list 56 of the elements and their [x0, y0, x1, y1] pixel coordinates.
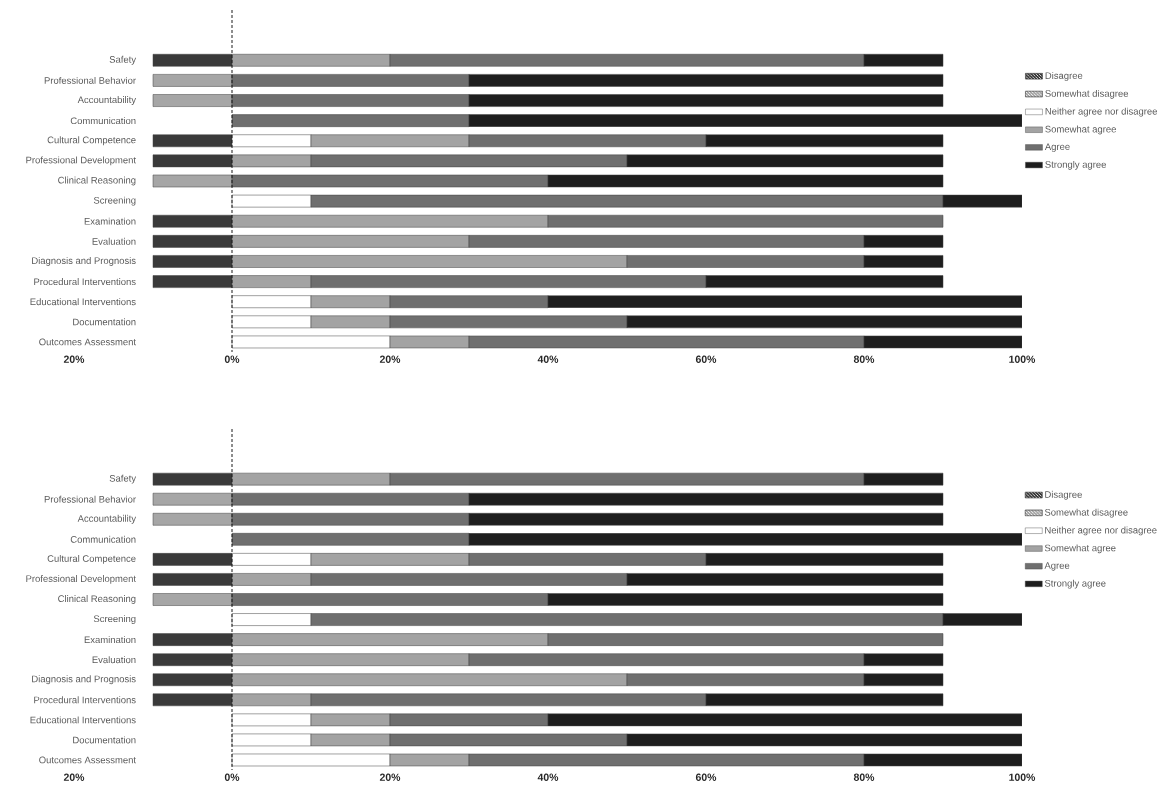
x-tick-label: 0%: [224, 355, 240, 363]
y-tick-label: Communication: [70, 117, 136, 125]
y-tick-label: Outcomes Assessment: [39, 756, 136, 764]
y-tick-label: Professional Behavior: [44, 76, 136, 84]
y-tick-label: Professional Development: [26, 575, 136, 584]
y-tick-label: Evaluation: [92, 656, 136, 664]
legend-label: Disagree: [1045, 490, 1082, 500]
y-tick-label: Procedural Interventions: [34, 278, 136, 286]
y-tick-label: Diagnosis and Prognosis: [32, 257, 136, 266]
legend-label: Somewhat agree: [1044, 544, 1116, 554]
x-tick-label: 20%: [63, 355, 85, 363]
y-tick-label: Professional Behavior: [44, 495, 136, 503]
x-tick-label: 0%: [224, 773, 240, 781]
legend-label: Neither agree nor disagree: [1045, 526, 1157, 536]
x-tick-label: 20%: [379, 355, 401, 363]
legend-label: Somewhat agree: [1045, 125, 1116, 135]
y-tick-label: Procedural Interventions: [34, 696, 136, 704]
y-tick-label: Safety: [109, 55, 137, 65]
y-tick-label: Communication: [70, 535, 136, 543]
y-tick-label: Accountability: [77, 514, 137, 524]
legend-label: Disagree: [1045, 72, 1083, 81]
x-tick-label: 60%: [695, 773, 717, 781]
y-tick-label: Professional Development: [26, 156, 136, 166]
legend-label: Agree: [1044, 143, 1070, 152]
x-tick-label: 100%: [1009, 355, 1036, 363]
x-tick-label: 40%: [537, 355, 559, 363]
y-tick-label: Clinical Reasoning: [58, 176, 136, 186]
legend-label: Somewhat disagree: [1045, 89, 1129, 99]
x-tick-label: 100%: [1009, 773, 1036, 781]
y-tick-label: Examination: [84, 636, 136, 644]
x-tick-label: 20%: [63, 773, 85, 781]
y-tick-label: Documentation: [73, 736, 136, 744]
x-tick-label: 60%: [695, 355, 717, 363]
y-tick-label: Cultural Competence: [47, 554, 136, 564]
y-tick-label: Cultural Competence: [47, 136, 136, 146]
y-tick-label: Screening: [93, 196, 136, 206]
y-tick-label: Safety: [109, 474, 137, 484]
y-tick-label: Screening: [93, 615, 136, 624]
y-tick-label: Diagnosis and Prognosis: [32, 675, 136, 685]
y-tick-label: Clinical Reasoning: [58, 595, 136, 604]
y-tick-label: Evaluation: [92, 237, 136, 245]
y-tick-label: Educational Interventions: [30, 716, 136, 724]
legend-label: Neither agree nor disagree: [1045, 107, 1157, 117]
y-tick-label: Examination: [84, 217, 136, 225]
legend-label: Strongly agree: [1044, 579, 1106, 589]
x-tick-label: 80%: [853, 773, 875, 781]
x-tick-label: 40%: [537, 773, 559, 781]
x-tick-label: 80%: [853, 355, 875, 363]
y-tick-label: Outcomes Assessment: [39, 338, 136, 346]
x-tick-label: 20%: [379, 773, 401, 781]
y-tick-label: Accountability: [77, 96, 137, 105]
legend-label: Somewhat disagree: [1044, 508, 1128, 518]
legend-label: Agree: [1044, 562, 1070, 571]
y-tick-label: Documentation: [73, 318, 136, 326]
y-tick-label: Educational Interventions: [30, 298, 136, 306]
legend-label: Strongly agree: [1045, 160, 1106, 170]
